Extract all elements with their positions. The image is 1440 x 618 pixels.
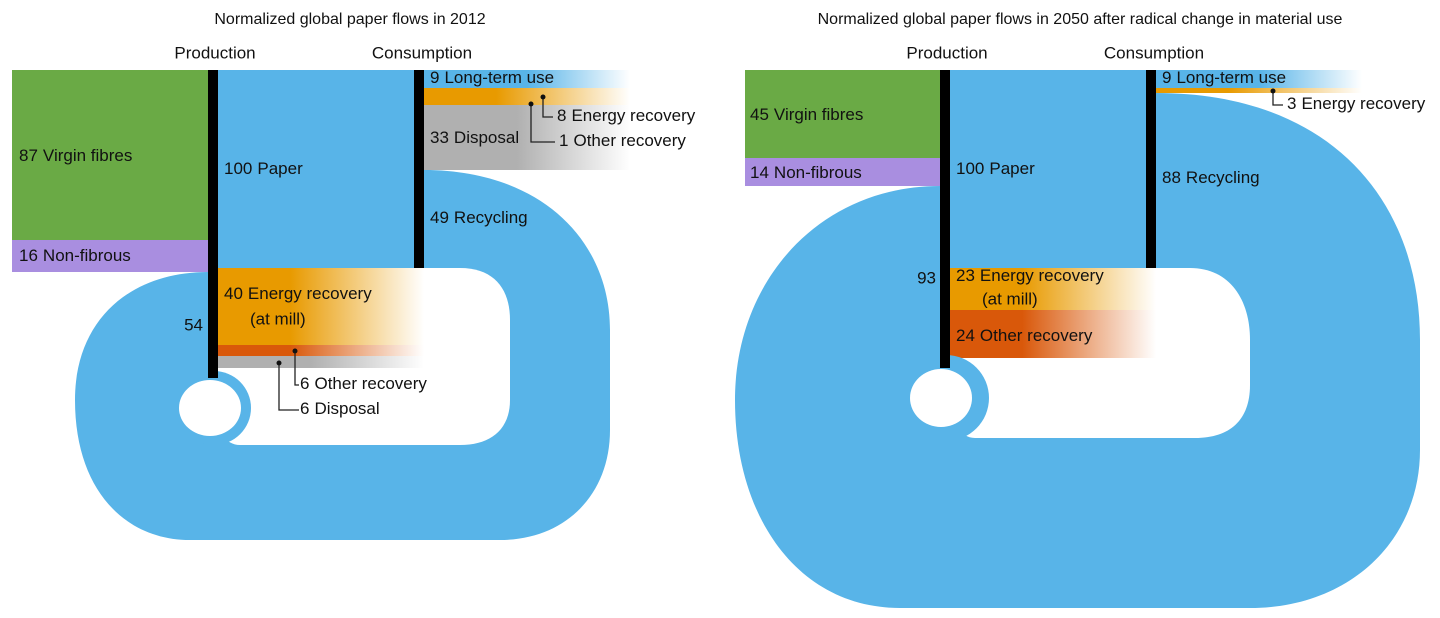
name: Recycling (454, 208, 528, 227)
output-label: 3 Energy recovery (1287, 94, 1426, 113)
value: 45 (750, 105, 769, 124)
mill-loss-label: 24 Other recovery (956, 326, 1093, 345)
output-label: 88 Recycling (1162, 168, 1260, 187)
value: 14 (750, 163, 769, 182)
output-label: 9 Long-term use (430, 68, 554, 87)
name: Disposal (314, 399, 379, 418)
name: Energy recovery (248, 284, 372, 303)
energy-flow (1156, 88, 1362, 93)
virgin-fibres-flow (745, 70, 940, 158)
production-bar (940, 70, 950, 368)
name: Non-fibrous (43, 246, 131, 265)
panel-title: Normalized global paper flows in 2050 af… (818, 11, 1343, 28)
input-label: 14 Non-fibrous (750, 163, 862, 182)
production-bar (208, 70, 218, 378)
leader (1272, 91, 1283, 106)
value: 87 (19, 146, 38, 165)
name: Virgin fibres (774, 105, 863, 124)
name: Energy recovery (571, 106, 695, 125)
name: Other recovery (573, 131, 686, 150)
column-label: Production (174, 43, 255, 62)
mill-energy-flow (950, 268, 1156, 310)
panel-2012 (12, 70, 630, 540)
paper-label: 100 Paper (956, 159, 1035, 178)
name: Recycling (1186, 168, 1260, 187)
column-label: Consumption (1104, 43, 1204, 62)
mill-loss-note: (at mill) (982, 289, 1038, 308)
mill-loss-label: 6 Other recovery (300, 374, 427, 393)
output-label: 8 Energy recovery (557, 106, 696, 125)
value: 9 (430, 68, 439, 87)
recycled-input-label: 93 (917, 268, 936, 287)
paper-label: 100 Paper (224, 159, 303, 178)
name: Other recovery (980, 326, 1093, 345)
value: 23 (956, 266, 975, 285)
panel-title: Normalized global paper flows in 2012 (214, 11, 485, 28)
mill-other-flow (218, 345, 424, 356)
paper-flow (218, 70, 414, 268)
output-label: 1 Other recovery (559, 131, 686, 150)
leader-dots (276, 94, 546, 366)
disposal-flow (424, 105, 630, 170)
value: 40 (224, 284, 243, 303)
consumption-bar (414, 70, 424, 268)
consumption-bar (1146, 70, 1156, 268)
name: Other recovery (314, 374, 427, 393)
name: Paper (989, 159, 1035, 178)
value: 8 (557, 106, 566, 125)
name: Long-term use (1176, 68, 1286, 87)
mill-loss-label: 23 Energy recovery (956, 266, 1104, 285)
name: Energy recovery (1301, 94, 1425, 113)
input-label: 45 Virgin fibres (750, 105, 863, 124)
mill-disposal-flow (218, 356, 424, 368)
long-term-flow (1156, 70, 1362, 88)
value: 100 (224, 159, 252, 178)
column-label: Production (906, 43, 987, 62)
mill-loss-note: (at mill) (250, 309, 306, 328)
mill-other-flow (950, 310, 1156, 358)
non-fibrous-flow (12, 240, 208, 272)
input-label: 16 Non-fibrous (19, 246, 131, 265)
long-term-flow (424, 70, 630, 88)
value: 16 (19, 246, 38, 265)
name: Energy recovery (980, 266, 1104, 285)
value: 6 (300, 374, 309, 393)
value: 6 (300, 399, 309, 418)
paper-flow (950, 70, 1146, 268)
name: Non-fibrous (774, 163, 862, 182)
mill-energy-flow (218, 268, 424, 345)
mill-loss-label: 40 Energy recovery (224, 284, 372, 303)
name: Disposal (454, 128, 519, 147)
leaders (278, 97, 555, 411)
output-label: 9 Long-term use (1162, 68, 1286, 87)
value: 3 (1287, 94, 1296, 113)
name: Paper (257, 159, 303, 178)
non-fibrous-flow (745, 158, 940, 186)
value: 24 (956, 326, 975, 345)
value: 88 (1162, 168, 1181, 187)
panel-2050 (735, 70, 1420, 608)
value: 100 (956, 159, 984, 178)
value: 9 (1162, 68, 1171, 87)
name: Virgin fibres (43, 146, 132, 165)
value: 49 (430, 208, 449, 227)
energy-flow (424, 88, 630, 105)
input-label: 87 Virgin fibres (19, 146, 132, 165)
recycled-input-label: 54 (184, 315, 203, 334)
leader-dot (1270, 88, 1276, 94)
loop-hole (910, 369, 972, 427)
loop-hole (179, 380, 241, 436)
virgin-fibres-flow (12, 70, 208, 240)
labels: Normalized global paper flows in 2012 Pro… (19, 11, 1426, 418)
mill-loss-label: 6 Disposal (300, 399, 380, 418)
name: Long-term use (444, 68, 554, 87)
value: 1 (559, 131, 568, 150)
output-label: 49 Recycling (430, 208, 528, 227)
value: 33 (430, 128, 449, 147)
column-label: Consumption (372, 43, 472, 62)
output-label: 33 Disposal (430, 128, 519, 147)
